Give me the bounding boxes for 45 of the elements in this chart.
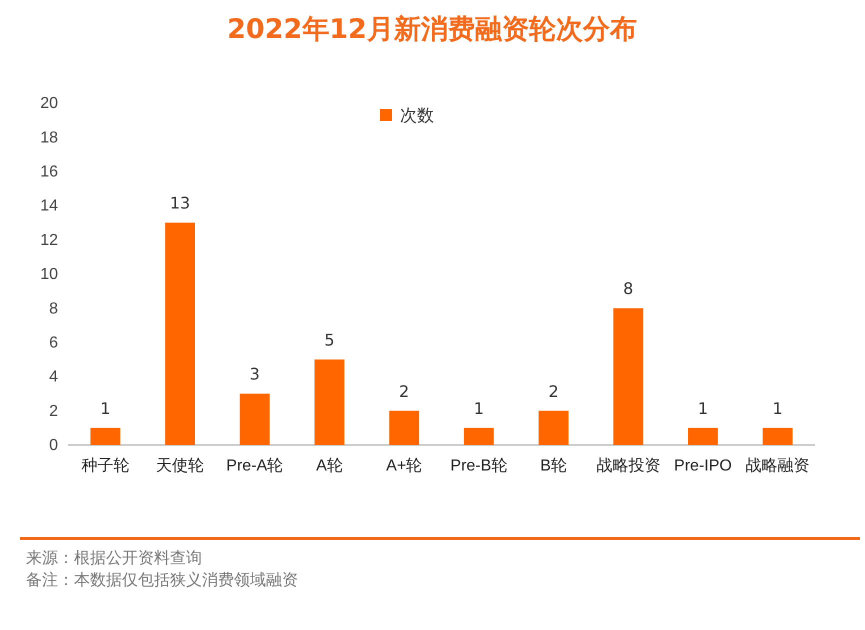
data-label: 5 [324,330,335,350]
x-tick-label: 战略融资 [746,456,810,474]
bar [464,428,494,445]
x-tick-label: A+轮 [386,457,422,474]
bar [90,428,120,445]
x-tick-label: Pre-A轮 [226,457,284,474]
bar [538,410,568,445]
y-tick-label: 8 [49,300,58,318]
data-label: 13 [170,194,190,213]
data-label: 2 [399,382,410,401]
bar [389,410,420,445]
y-tick-label: 6 [49,334,58,352]
x-tick-label: A轮 [316,457,343,474]
data-label: 2 [548,382,559,401]
data-label: 1 [100,398,110,418]
y-tick-label: 20 [40,95,58,112]
bar [314,360,344,445]
data-label: 1 [772,398,783,418]
data-label: 3 [250,364,260,384]
chart-title: 2022年12月新消费融资轮次分布 [227,14,637,45]
legend-label: 次数 [400,106,434,126]
x-tick-label: Pre-IPO [674,457,732,474]
y-tick-label: 0 [49,437,58,454]
bar [762,428,793,445]
y-tick-label: 2 [49,402,58,420]
x-tick-label: 天使轮 [156,457,204,474]
text: 备注：本数据仅包括狭义消费领域融资 [26,570,298,589]
x-tick-label: 种子轮 [81,456,130,474]
x-tick-label: B轮 [540,457,567,474]
bar [165,222,195,445]
x-tick-label: 战略投资 [596,456,660,474]
x-tick-label: Pre-B轮 [450,457,508,474]
bar [240,394,270,445]
y-tick-label: 4 [49,368,58,386]
y-tick-label: 14 [40,198,58,215]
bar [688,428,718,445]
y-tick-label: 10 [40,266,58,284]
y-tick-label: 16 [40,164,58,181]
data-label: 1 [474,398,484,418]
y-tick-label: 18 [40,129,58,146]
bar [613,308,644,445]
data-label: 1 [698,398,708,418]
source-note: 来源：根据公开资料查询 [26,548,202,567]
y-tick-label: 12 [40,232,58,249]
data-label: 8 [623,279,634,298]
